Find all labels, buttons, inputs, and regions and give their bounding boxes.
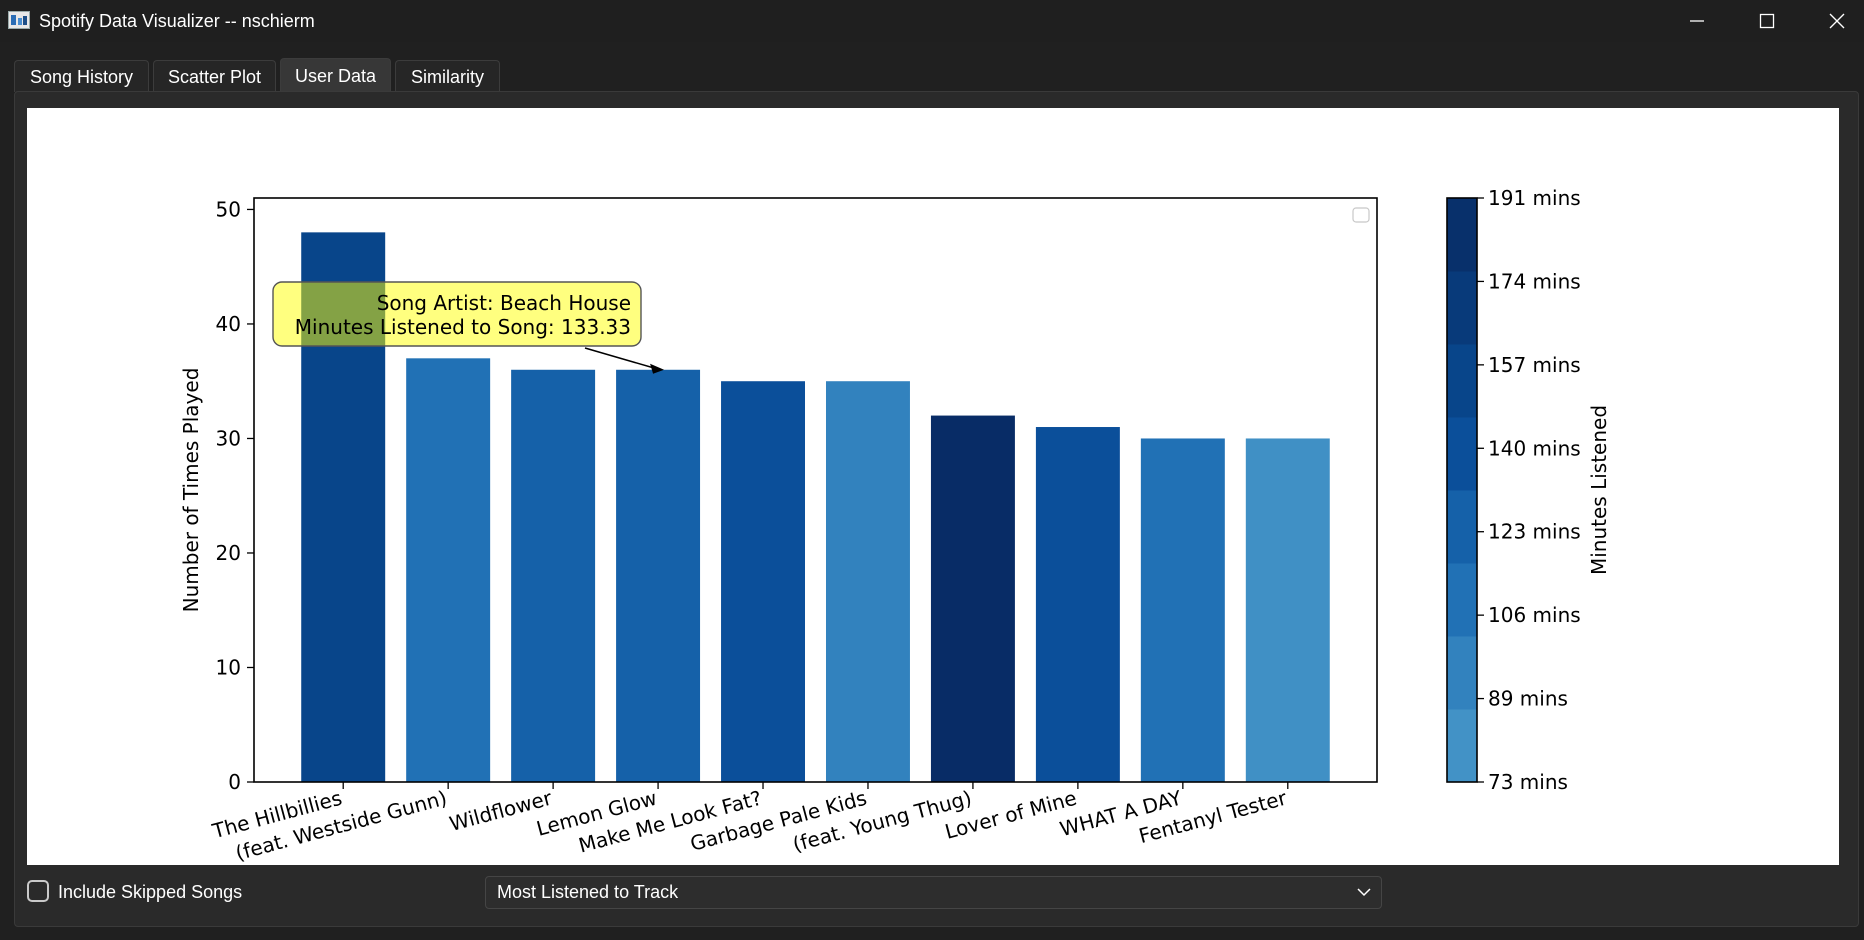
y-tick-label-2: 20 — [216, 541, 241, 565]
tab-bar: Song History Scatter Plot User Data Simi… — [0, 58, 1864, 92]
colorbar-segment-6 — [1447, 271, 1477, 345]
colorbar-tick-label-0: 73 mins — [1488, 770, 1568, 794]
chevron-down-icon — [1357, 888, 1371, 897]
tab-user-data[interactable]: User Data — [280, 58, 391, 92]
bar-3[interactable] — [616, 369, 701, 782]
colorbar-tick-label-1: 89 mins — [1488, 687, 1568, 711]
colorbar-label: Minutes Listened — [1587, 405, 1611, 575]
y-tick-label-0: 0 — [228, 770, 241, 794]
bar-1[interactable] — [406, 358, 491, 782]
bar-7[interactable] — [1035, 427, 1120, 782]
y-tick-label-1: 10 — [216, 655, 241, 679]
maximize-button[interactable] — [1732, 0, 1802, 42]
y-axis-label: Number of Times Played — [179, 368, 203, 613]
y-tick-label-4: 40 — [216, 312, 241, 336]
colorbar-segment-4 — [1447, 417, 1477, 491]
colorbar-segment-2 — [1447, 563, 1477, 637]
bar-5[interactable] — [825, 381, 910, 782]
tooltip-line-2: Minutes Listened to Song: 133.33 — [295, 315, 631, 339]
bar-8[interactable] — [1140, 438, 1225, 782]
tab-scatter-plot[interactable]: Scatter Plot — [153, 60, 276, 92]
colorbar-segment-7 — [1447, 198, 1477, 272]
app-icon — [8, 11, 30, 29]
legend-box — [1352, 207, 1370, 223]
tooltip-box — [272, 281, 642, 347]
bar-4[interactable] — [721, 381, 806, 782]
tooltip-line-1: Song Artist: Beach House — [377, 291, 631, 315]
tooltip-arrow — [584, 347, 661, 371]
minimize-button[interactable] — [1662, 0, 1732, 42]
tooltip-arrow-head — [650, 363, 665, 374]
bar-9[interactable] — [1245, 438, 1330, 782]
include-skipped-label[interactable]: Include Skipped Songs — [58, 882, 243, 902]
colorbar-tick-label-7: 191 mins — [1488, 186, 1581, 210]
plot-frame — [253, 197, 1378, 783]
colorbar-segment-5 — [1447, 344, 1477, 418]
bar-2[interactable] — [511, 369, 596, 782]
colorbar-tick-label-5: 157 mins — [1488, 353, 1581, 377]
colorbar-tick-label-2: 106 mins — [1488, 603, 1581, 627]
metric-dropdown-value: Most Listened to Track — [497, 882, 679, 902]
colorbar-segment-0 — [1447, 709, 1477, 783]
title-bar: Spotify Data Visualizer -- nschierm — [0, 0, 1864, 42]
bar-6[interactable] — [930, 415, 1015, 782]
include-skipped-checkbox[interactable] — [27, 880, 49, 902]
colorbar-frame — [1446, 197, 1478, 783]
close-button[interactable] — [1802, 0, 1864, 42]
tab-similarity[interactable]: Similarity — [395, 60, 500, 92]
metric-dropdown[interactable]: Most Listened to Track — [485, 876, 1382, 909]
close-icon — [1829, 13, 1845, 29]
y-tick-label-5: 50 — [216, 197, 241, 221]
y-tick-label-3: 30 — [216, 426, 241, 450]
tab-song-history[interactable]: Song History — [14, 60, 149, 92]
colorbar-tick-label-4: 140 mins — [1488, 436, 1581, 460]
colorbar-segment-1 — [1447, 636, 1477, 710]
maximize-icon — [1759, 13, 1775, 29]
minimize-icon — [1690, 20, 1704, 22]
window-title: Spotify Data Visualizer -- nschierm — [39, 11, 315, 31]
colorbar-tick-label-3: 123 mins — [1488, 520, 1581, 544]
chart-canvas: 0 10 20 30 40 50 The Hillbillies (feat. Westsid… — [27, 108, 1839, 865]
colorbar-tick-label-6: 174 mins — [1488, 269, 1581, 293]
colorbar-segment-3 — [1447, 490, 1477, 564]
